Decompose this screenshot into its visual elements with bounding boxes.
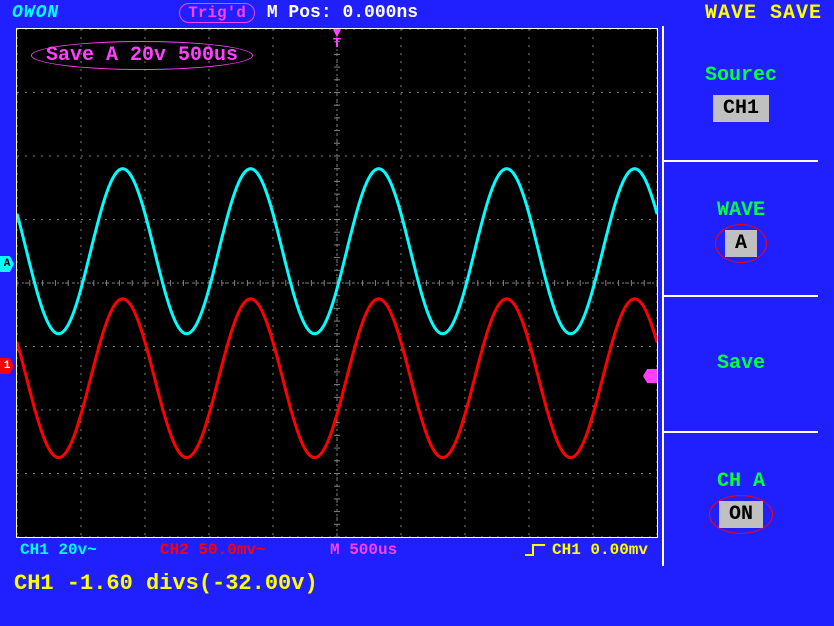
info-bar: CH1 20v~ CH2 50.0mv~ M 500us CH1 0.00mv bbox=[16, 538, 658, 562]
menu-save[interactable]: Save bbox=[664, 297, 818, 433]
menu-ch-a-label: CH A bbox=[717, 470, 765, 493]
menu-wave-label: WAVE bbox=[717, 199, 765, 222]
m-pos-label: M Pos: bbox=[267, 3, 332, 23]
channel-1-marker: 1 bbox=[0, 358, 14, 374]
brand-logo: OWON bbox=[12, 3, 59, 23]
waveform-display: Save A 20v 500us ▼T bbox=[16, 28, 658, 538]
rising-edge-icon bbox=[524, 543, 546, 557]
ch2-scale-readout: CH2 50.0mv~ bbox=[160, 541, 330, 559]
status-text: CH1 -1.60 divs(-32.00v) bbox=[14, 571, 318, 596]
plot-column: Save A 20v 500us ▼T A 1 CH1 20v~ CH2 50.… bbox=[0, 26, 662, 566]
trigger-status-badge: Trig'd bbox=[179, 3, 255, 23]
menu-source-label: Sourec bbox=[705, 64, 777, 87]
screen-title: WAVE SAVE bbox=[705, 2, 822, 25]
main-area: Save A 20v 500us ▼T A 1 CH1 20v~ CH2 50.… bbox=[0, 26, 834, 566]
menu-source[interactable]: Sourec CH1 bbox=[664, 26, 818, 162]
top-bar: OWON Trig'd M Pos: 0.000ns WAVE SAVE bbox=[0, 0, 834, 26]
trigger-source-readout: CH1 0.00mv bbox=[552, 541, 648, 559]
timebase-readout: M 500us bbox=[330, 541, 470, 559]
trigger-marker-label: T bbox=[333, 36, 341, 52]
m-pos-value: 0.000ns bbox=[342, 3, 418, 23]
channel-a-marker: A bbox=[0, 256, 14, 272]
menu-save-label: Save bbox=[717, 352, 765, 375]
save-overlay-text: Save A 20v 500us bbox=[31, 41, 253, 70]
waveform-svg bbox=[17, 29, 657, 537]
side-menu: Sourec CH1 WAVE A Save CH A ON bbox=[662, 26, 818, 566]
menu-source-value: CH1 bbox=[713, 95, 769, 122]
menu-ch-a-value: ON bbox=[719, 501, 763, 528]
status-bar: CH1 -1.60 divs(-32.00v) bbox=[0, 566, 834, 600]
trigger-marker-icon: ▼T bbox=[333, 29, 341, 49]
m-pos-readout: M Pos: 0.000ns bbox=[267, 3, 418, 23]
ch1-scale-readout: CH1 20v~ bbox=[20, 541, 160, 559]
menu-ch-a[interactable]: CH A ON bbox=[664, 433, 818, 567]
menu-wave-value: A bbox=[725, 230, 757, 257]
trigger-readout: CH1 0.00mv bbox=[524, 541, 658, 559]
menu-wave[interactable]: WAVE A bbox=[664, 162, 818, 298]
